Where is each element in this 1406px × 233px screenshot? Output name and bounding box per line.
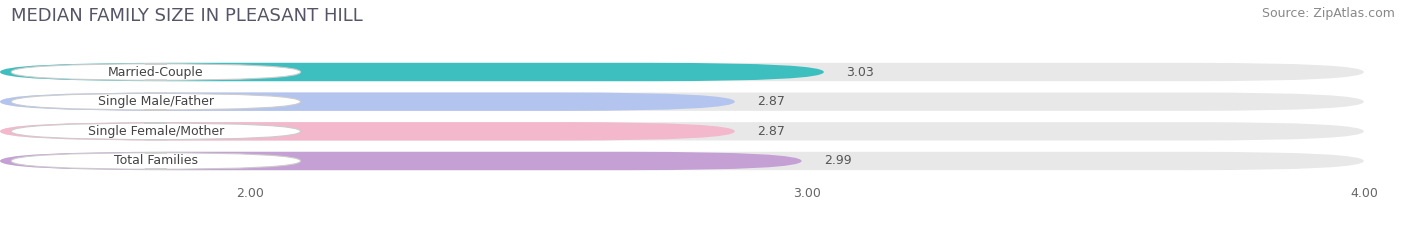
FancyBboxPatch shape <box>0 93 1364 111</box>
FancyBboxPatch shape <box>11 123 301 140</box>
Text: Single Male/Father: Single Male/Father <box>98 95 214 108</box>
FancyBboxPatch shape <box>0 122 1364 140</box>
FancyBboxPatch shape <box>0 93 735 111</box>
Text: Source: ZipAtlas.com: Source: ZipAtlas.com <box>1261 7 1395 20</box>
FancyBboxPatch shape <box>0 122 735 140</box>
FancyBboxPatch shape <box>11 93 301 110</box>
Text: 3.03: 3.03 <box>846 65 875 79</box>
Text: 2.87: 2.87 <box>756 95 785 108</box>
Text: 2.99: 2.99 <box>824 154 852 168</box>
FancyBboxPatch shape <box>11 153 301 169</box>
Text: Married-Couple: Married-Couple <box>108 65 204 79</box>
Text: 2.87: 2.87 <box>756 125 785 138</box>
Text: Single Female/Mother: Single Female/Mother <box>87 125 224 138</box>
FancyBboxPatch shape <box>0 152 801 170</box>
FancyBboxPatch shape <box>11 64 301 80</box>
Text: Total Families: Total Families <box>114 154 198 168</box>
FancyBboxPatch shape <box>0 63 824 81</box>
FancyBboxPatch shape <box>0 152 1364 170</box>
FancyBboxPatch shape <box>0 63 1364 81</box>
Text: MEDIAN FAMILY SIZE IN PLEASANT HILL: MEDIAN FAMILY SIZE IN PLEASANT HILL <box>11 7 363 25</box>
